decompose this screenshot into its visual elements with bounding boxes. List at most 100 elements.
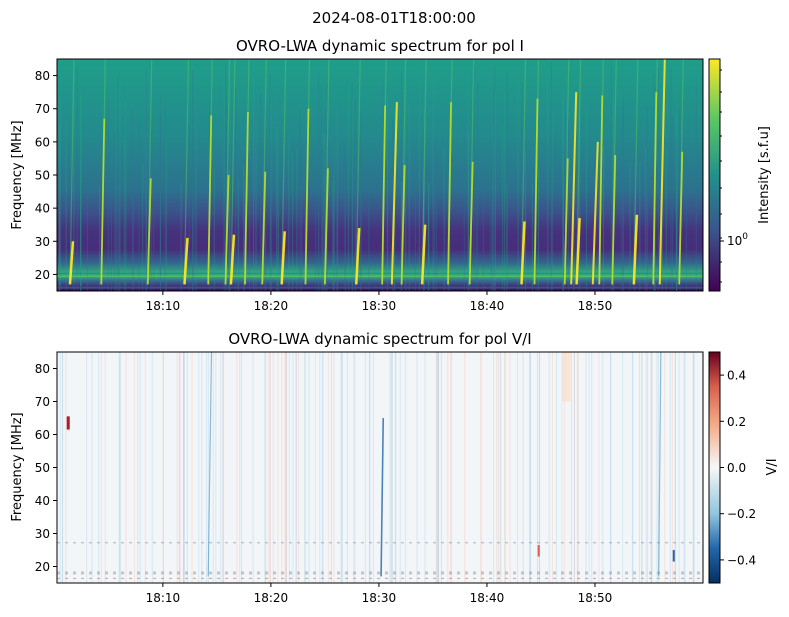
vi-texture-line xyxy=(529,352,531,583)
spectrum-texture-line xyxy=(675,111,677,291)
spectrum-texture-line xyxy=(344,144,346,291)
spectrum-texture-line xyxy=(270,93,272,291)
spectrum-texture-line xyxy=(467,74,469,291)
burst-streak xyxy=(355,59,361,285)
spectrum-texture-line xyxy=(119,81,121,291)
y-tick-label: 70 xyxy=(35,395,50,409)
vi-texture-line xyxy=(570,352,572,583)
spectrum-texture-line xyxy=(550,61,552,291)
x-tick-label: 18:20 xyxy=(254,299,289,313)
vi-texture-line xyxy=(162,352,164,583)
vi-texture-line xyxy=(341,352,343,583)
vi-texture-line xyxy=(395,352,397,583)
spectrum-texture-line xyxy=(320,83,322,291)
colorbar-pol-vi-label: V/I xyxy=(765,458,780,475)
spectrum-texture-line xyxy=(195,121,197,291)
spectrum-texture-line xyxy=(213,168,215,291)
vi-texture-line xyxy=(322,352,324,583)
vi-texture-line xyxy=(509,352,511,583)
x-tick-label: 18:30 xyxy=(362,591,397,605)
vi-texture-line xyxy=(205,352,207,583)
vi-texture-line xyxy=(182,352,184,583)
burst-core xyxy=(591,141,599,285)
vi-texture-line xyxy=(573,352,575,583)
heatmap-pol-i-background xyxy=(57,59,703,291)
vi-texture-line xyxy=(354,352,356,583)
vi-texture-line xyxy=(551,352,553,583)
vi-texture-line xyxy=(548,352,550,583)
vi-feature-negative xyxy=(672,550,675,562)
vi-texture-line xyxy=(390,352,392,583)
colorbar-tick-label: 0.2 xyxy=(727,415,746,429)
colorbar-tick-label: −0.2 xyxy=(727,507,756,521)
vi-feature-positive xyxy=(66,416,70,430)
spectrum-texture-line xyxy=(235,86,237,291)
vi-texture-line xyxy=(529,352,531,583)
vi-texture-line xyxy=(641,352,643,583)
spectrum-texture-line xyxy=(333,136,335,291)
vi-texture-line xyxy=(62,352,64,583)
panel-pol-vi: OVRO-LWA dynamic spectrum for pol V/I 20… xyxy=(10,330,780,605)
vi-texture-line xyxy=(598,352,600,583)
spectrum-texture-line xyxy=(428,181,430,291)
spectrum-texture-line xyxy=(180,180,182,291)
frequency-band-stripe xyxy=(57,272,703,275)
colorbar-pol-vi-ticks: 0.4 0.2 0.0 −0.2 −0.4 xyxy=(720,369,756,567)
x-tick-label: 18:10 xyxy=(146,591,181,605)
spectrum-texture-line xyxy=(324,107,326,291)
spectrum-texture-line xyxy=(676,131,678,291)
y-tick-label: 60 xyxy=(35,135,50,149)
spectrum-texture-line xyxy=(562,96,564,291)
vi-feature-positive xyxy=(562,352,571,402)
vi-texture-line xyxy=(647,352,649,583)
vi-texture-line xyxy=(588,352,590,583)
vi-texture-line xyxy=(207,352,209,583)
spectrum-texture-line xyxy=(150,121,152,291)
vi-texture-line xyxy=(191,352,193,583)
figure-suptitle: 2024-08-01T18:00:00 xyxy=(312,9,476,27)
spectrum-texture-line xyxy=(117,75,119,291)
spectrum-texture-line xyxy=(145,70,147,291)
burst-core xyxy=(652,92,658,285)
spectrum-texture-line xyxy=(563,93,565,291)
vi-texture-line xyxy=(684,352,686,583)
spectrum-texture-line xyxy=(547,67,549,291)
spectrum-texture-line xyxy=(368,159,370,291)
vi-texture-line xyxy=(664,352,666,583)
spectrum-texture-line xyxy=(322,150,324,291)
vi-texture-line xyxy=(268,352,270,583)
spectrum-texture-line xyxy=(337,108,339,291)
spectrum-texture-line xyxy=(277,96,279,291)
spectrum-texture-line xyxy=(567,119,569,291)
vi-texture-line xyxy=(183,352,185,583)
colorbar-pol-i xyxy=(708,58,721,292)
vi-texture-line xyxy=(183,352,185,583)
y-tick-label: 30 xyxy=(35,235,50,249)
vi-texture-line xyxy=(497,352,499,583)
vi-texture-line xyxy=(100,352,102,583)
vi-texture-line xyxy=(399,352,401,583)
spectrum-texture-line xyxy=(118,158,120,291)
spectrum-texture-line xyxy=(110,174,112,291)
spectrum-texture-line xyxy=(315,164,317,291)
burst-streak xyxy=(230,59,236,285)
spectrum-texture-line xyxy=(76,65,78,291)
spectrum-texture-line xyxy=(276,127,278,291)
vi-texture-line xyxy=(564,352,566,583)
vi-texture-line xyxy=(391,352,393,583)
colorbar-tick-label: 0.0 xyxy=(727,461,746,475)
spectrum-texture-line xyxy=(270,145,272,291)
vi-texture-line xyxy=(304,352,306,583)
vi-texture-line xyxy=(447,352,449,583)
vi-texture-line xyxy=(285,352,287,583)
spectrum-texture-line xyxy=(610,65,612,291)
vi-texture-line xyxy=(179,352,181,583)
burst-core xyxy=(244,112,249,285)
burst-core xyxy=(533,98,539,285)
spectrum-texture-line xyxy=(164,101,166,291)
vi-texture-line xyxy=(529,352,531,583)
spectrum-texture-line xyxy=(244,156,246,291)
spectrum-texture-line xyxy=(400,182,402,291)
vi-texture-line xyxy=(516,352,518,583)
spectrum-texture-line xyxy=(80,91,82,291)
